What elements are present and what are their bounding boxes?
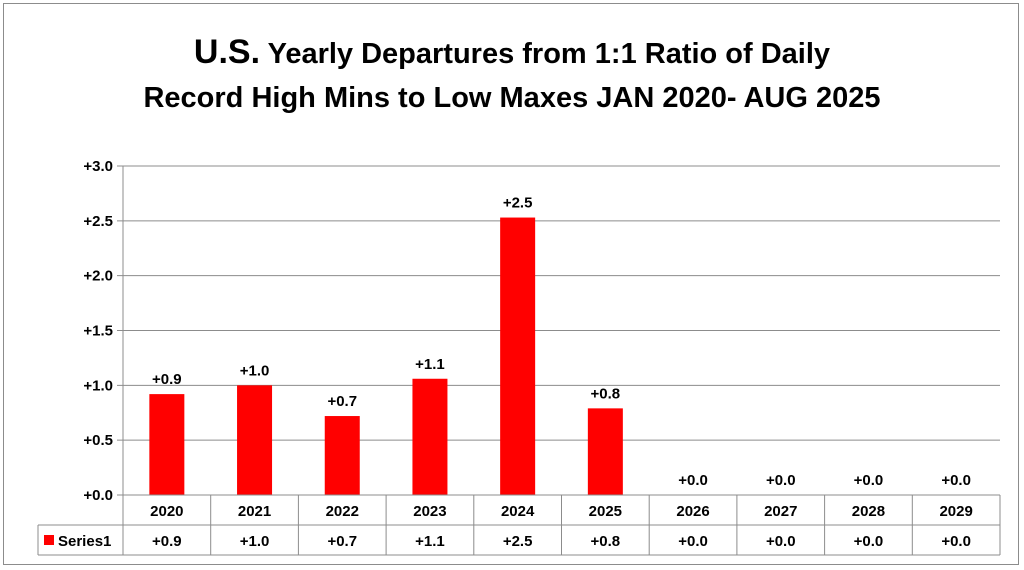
table-value: +1.0 — [240, 533, 270, 550]
y-tick-label: +0.5 — [83, 432, 113, 449]
table-value: +0.0 — [941, 533, 971, 550]
x-category-label: 2024 — [501, 503, 535, 520]
data-label: +0.8 — [591, 385, 621, 402]
y-tick-label: +1.0 — [83, 377, 113, 394]
table-value: +0.7 — [327, 533, 357, 550]
table-value: +0.0 — [678, 533, 708, 550]
x-category-label: 2028 — [852, 503, 885, 520]
y-tick-label: +1.5 — [83, 323, 113, 340]
x-category-label: 2023 — [413, 503, 446, 520]
table-value: +1.1 — [415, 533, 445, 550]
table-value: +0.0 — [766, 533, 796, 550]
data-label: +0.0 — [678, 472, 708, 489]
x-category-label: 2021 — [238, 503, 271, 520]
x-category-label: 2027 — [764, 503, 797, 520]
bar — [324, 416, 360, 495]
table-value: +0.0 — [854, 533, 884, 550]
data-label: +2.5 — [503, 195, 533, 212]
table-value: +0.9 — [152, 533, 182, 550]
bar — [149, 394, 185, 495]
y-tick-label: +3.0 — [83, 158, 113, 175]
y-tick-label: +2.5 — [83, 213, 113, 230]
x-category-label: 2026 — [676, 503, 709, 520]
bar — [587, 408, 623, 495]
table-value: +2.5 — [503, 533, 533, 550]
x-category-label: 2025 — [589, 503, 622, 520]
title-prefix: U.S. — [193, 33, 261, 71]
data-label: +0.7 — [327, 393, 357, 410]
y-tick-label: +0.0 — [83, 487, 113, 504]
y-tick-label: +2.0 — [83, 268, 113, 285]
title-line-1: Yearly Departures from 1:1 Ratio of Dail… — [260, 38, 831, 70]
data-label: +0.9 — [152, 371, 182, 388]
title-line-2: Record High Mins to Low Maxes JAN 2020- … — [143, 82, 881, 114]
data-label: +0.0 — [854, 472, 884, 489]
legend-swatch — [44, 535, 54, 545]
legend-label: Series1 — [58, 533, 111, 550]
bar — [500, 217, 536, 495]
data-label: +1.0 — [240, 362, 270, 379]
data-label: +1.1 — [415, 356, 445, 373]
x-category-label: 2029 — [939, 503, 972, 520]
bar — [237, 385, 273, 495]
x-category-label: 2022 — [326, 503, 359, 520]
bar — [412, 378, 448, 495]
table-value: +0.8 — [591, 533, 621, 550]
data-label: +0.0 — [766, 472, 796, 489]
data-label: +0.0 — [941, 472, 971, 489]
x-category-label: 2020 — [150, 503, 183, 520]
chart-title: U.S. Yearly Departures from 1:1 Ratio of… — [0, 30, 1024, 120]
